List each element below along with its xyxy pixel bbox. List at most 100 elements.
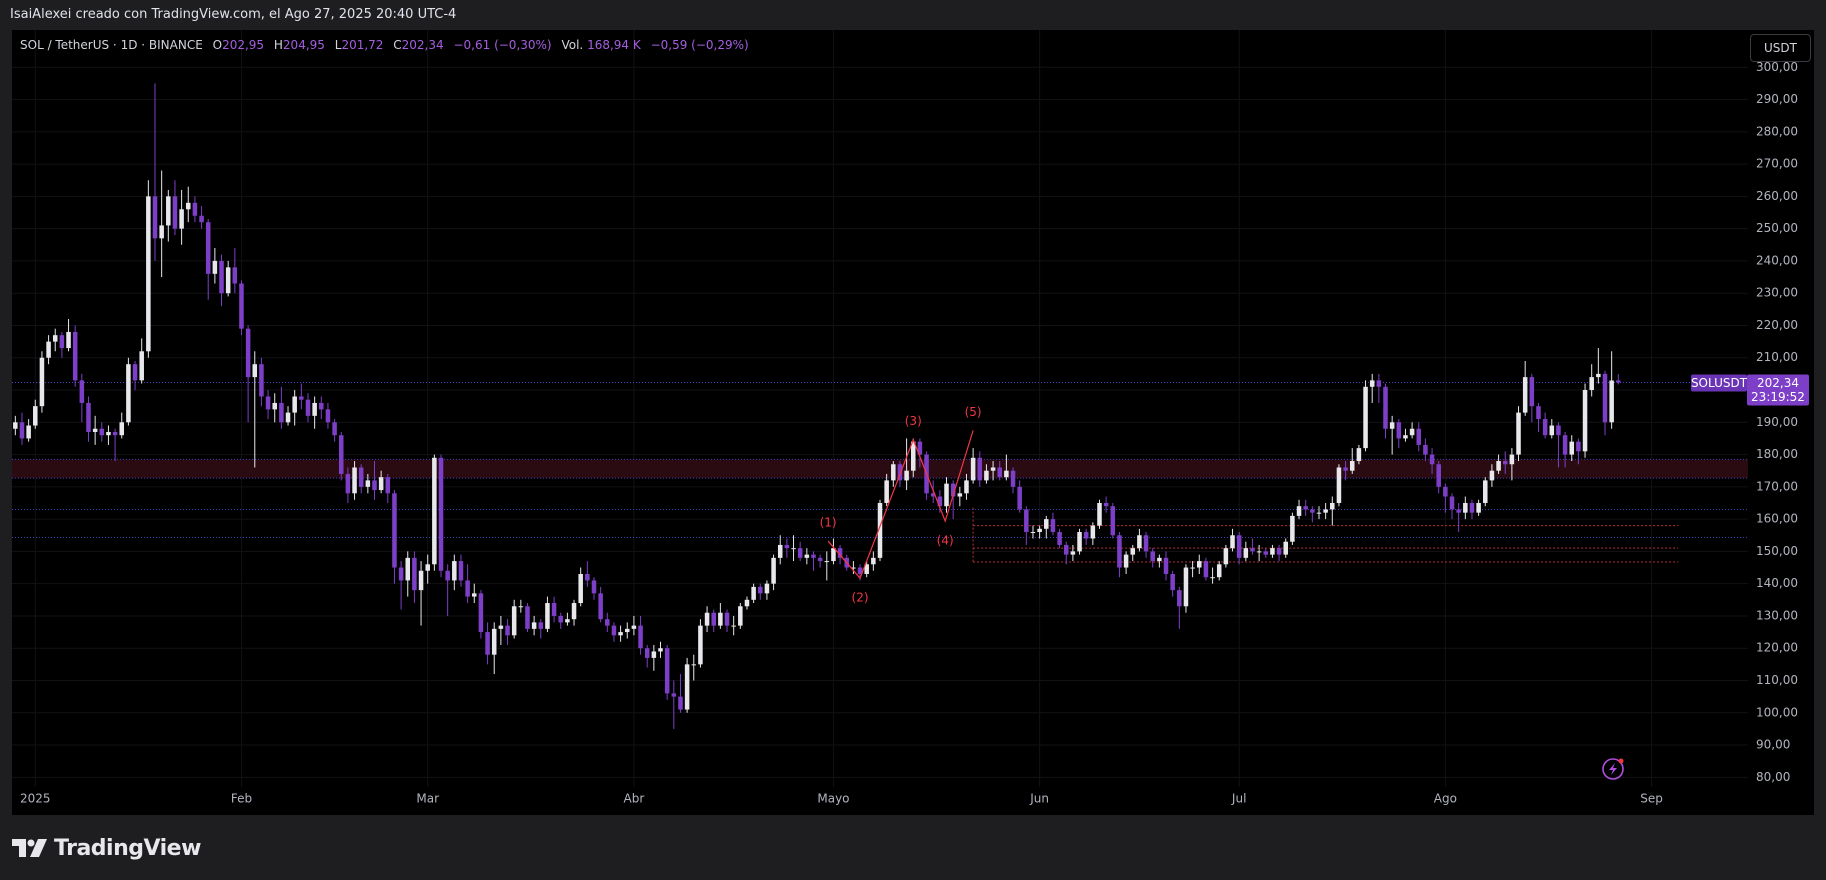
candle-body [1130, 548, 1136, 555]
candle-body [744, 599, 750, 607]
candle-body [1250, 548, 1255, 552]
candle-body [1143, 535, 1149, 552]
candle-body [1496, 461, 1501, 471]
candle-body [671, 693, 677, 697]
candle-body [591, 580, 597, 594]
wave-label: (4) [937, 534, 954, 548]
candle-body [1343, 467, 1348, 471]
candle-body [1123, 554, 1129, 568]
candle-body [997, 467, 1002, 478]
candle-body [831, 548, 836, 562]
candle-body [1602, 373, 1608, 423]
candle-body [1396, 422, 1402, 439]
countdown: 23:19:52 [1751, 390, 1805, 404]
candle-body [1236, 535, 1242, 558]
candle-body [152, 196, 158, 239]
candle-body [1562, 435, 1568, 455]
candle-body [1356, 448, 1362, 462]
y-tick-label: 250,00 [1756, 221, 1798, 235]
candle-body [917, 441, 923, 455]
candle-body [964, 480, 969, 494]
plot: (1) (2) (3) (4) (5) [12, 30, 1748, 787]
candle-body [13, 422, 18, 429]
y-tick-label: 170,00 [1756, 479, 1798, 493]
candle-body [811, 554, 816, 558]
candle-body [212, 260, 218, 274]
candle-body [1163, 557, 1169, 574]
icon-bolt [1609, 763, 1617, 775]
candle-body [1476, 502, 1481, 513]
candle-body [1349, 461, 1355, 471]
candle-body [1409, 428, 1415, 436]
candle-body [1483, 480, 1488, 503]
candle-body [432, 457, 437, 565]
candle-body [52, 335, 58, 342]
candle-body [352, 467, 357, 494]
candle-body [804, 554, 810, 558]
candle-body [472, 593, 477, 597]
candle-body [285, 412, 291, 423]
y-tick-label: 110,00 [1756, 673, 1798, 687]
candle-body [1323, 509, 1328, 513]
candle-body [505, 625, 510, 636]
candle-body [126, 364, 131, 423]
candle-body [1423, 444, 1428, 455]
y-tick-label: 210,00 [1756, 350, 1798, 364]
candle-body [1223, 548, 1229, 565]
candle-body [86, 402, 91, 432]
candle-body [1270, 548, 1275, 555]
candle-body [445, 570, 450, 581]
x-tick-label: Mar [416, 792, 439, 806]
candle-body [711, 612, 716, 626]
candle-body [817, 557, 823, 562]
wave-label: (2) [852, 591, 869, 605]
candle-body [1616, 380, 1621, 383]
candle-body [1403, 435, 1408, 439]
candle-body [605, 619, 610, 626]
candle-body [944, 483, 949, 507]
candle-body [910, 441, 916, 471]
lightning-icon[interactable] [1602, 758, 1624, 780]
candle-body [1256, 551, 1262, 553]
footer: TradingView [12, 832, 201, 864]
candle-body [279, 402, 284, 423]
candle-body [292, 396, 297, 413]
candle-body [1057, 532, 1062, 545]
candle-body [498, 625, 504, 629]
candle-body [1463, 502, 1468, 513]
candle-body [984, 470, 989, 481]
y-tick-label: 150,00 [1756, 544, 1798, 558]
candle-body [1030, 532, 1036, 534]
candle-body [1137, 535, 1142, 549]
candle-body [1536, 406, 1541, 420]
candle-body [1389, 422, 1395, 429]
candle-body [1190, 567, 1195, 569]
price-tag-bg [1747, 374, 1809, 406]
candle-body [904, 470, 909, 481]
candle-body [106, 431, 111, 436]
candle-body [1369, 380, 1375, 387]
currency-button[interactable]: USDT [1750, 34, 1811, 62]
x-tick-label: Ago [1434, 792, 1457, 806]
y-tick-label: 160,00 [1756, 512, 1798, 526]
candle-body [950, 483, 956, 497]
candle-body [538, 622, 544, 629]
x-tick-label: Jul [1231, 792, 1246, 806]
candle-body [644, 648, 650, 658]
candle-body [325, 409, 331, 423]
candle-body [265, 396, 271, 410]
wave-label: (5) [965, 405, 982, 419]
candle-body [425, 564, 430, 571]
candle-body [172, 196, 178, 229]
candle-body [1336, 467, 1342, 503]
candle-body [1177, 590, 1182, 607]
candle-body [1596, 373, 1601, 378]
candle-body [1024, 509, 1029, 533]
candle-body [871, 557, 876, 565]
candle-body [1243, 548, 1249, 558]
candle-body [1117, 535, 1122, 568]
candle-body [59, 335, 65, 349]
candle-body [1556, 425, 1561, 436]
candle-body [1197, 561, 1202, 568]
candle-body [758, 586, 763, 594]
